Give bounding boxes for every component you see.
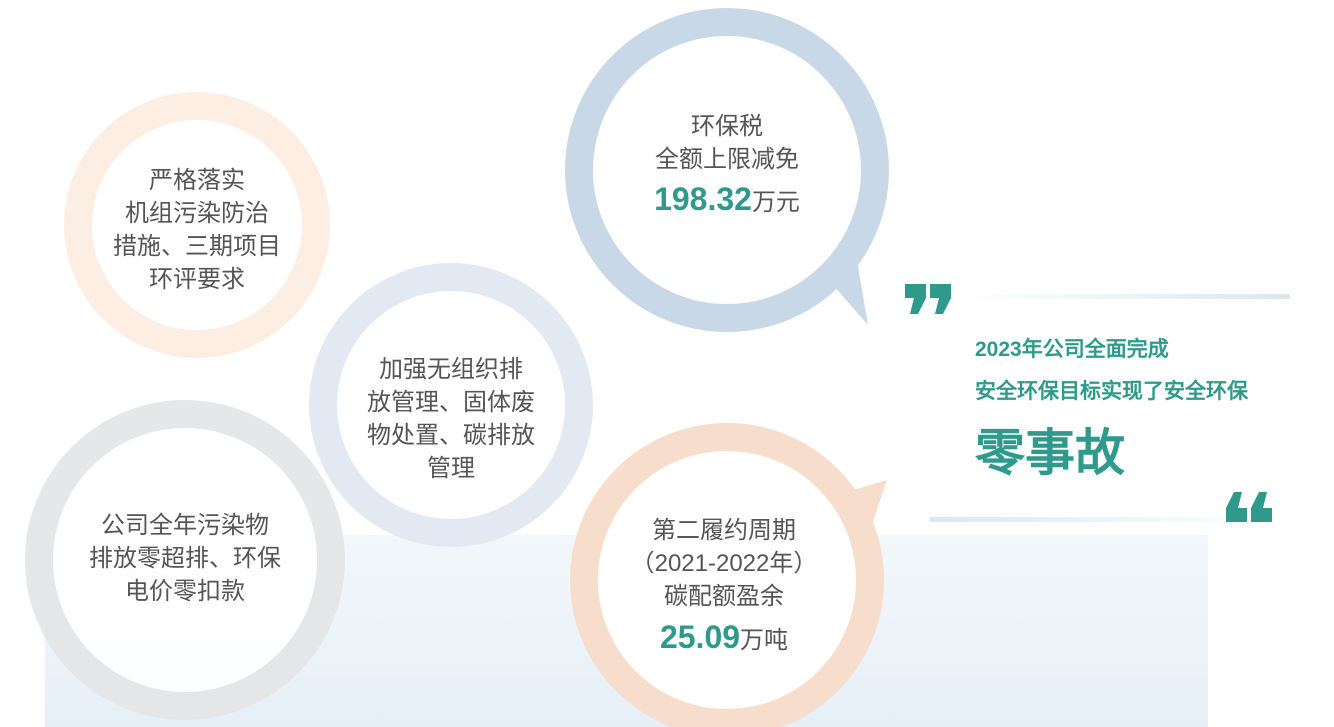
divider: [930, 517, 1270, 522]
figure-unit: 万元: [752, 189, 800, 216]
text-line: 全额上限减免: [655, 146, 799, 173]
text-line: 公司全年污染物: [101, 512, 269, 539]
text-line: 环保税: [691, 113, 763, 140]
text-line: 管理: [427, 455, 475, 482]
text-line: 措施、三期项目: [113, 233, 281, 260]
circle-2-text: 加强无组织排 放管理、固体废 物处置、碳排放 管理: [367, 356, 535, 482]
circle-4-text: 环保税 全额上限减免 198.32万元: [654, 113, 800, 217]
figure: 25.09万吨: [660, 619, 788, 655]
figure-unit: 万吨: [740, 627, 788, 654]
text-line: 物处置、碳排放: [367, 422, 535, 449]
ring: [565, 8, 889, 332]
summary-line: 2023年公司全面完成: [975, 337, 1169, 361]
text-line: 严格落实: [149, 167, 245, 194]
text-line: （2021-2022年）: [631, 550, 818, 577]
text-line: 机组污染防治: [125, 200, 269, 227]
circle-5-text: 第二履约周期 （2021-2022年） 碳配额盈余 25.09万吨: [631, 517, 818, 655]
ring: [570, 423, 884, 727]
quote-close: [1226, 492, 1272, 522]
quote-open: [905, 284, 951, 314]
ring: [25, 400, 345, 720]
text-line: 加强无组织排: [379, 356, 523, 383]
text-line: 环评要求: [149, 266, 245, 293]
figure-value: 198.32: [654, 181, 752, 217]
quote-block: 2023年公司全面完成 安全环保目标实现了安全环保 零事故: [905, 284, 1290, 522]
figure: 198.32万元: [654, 181, 800, 217]
ring: [309, 263, 593, 547]
circle-3-text: 公司全年污染物 排放零超排、环保 电价零扣款: [89, 512, 281, 605]
text-line: 第二履约周期: [652, 517, 796, 544]
text-line: 放管理、固体废: [367, 389, 535, 416]
text-line: 排放零超排、环保: [89, 545, 281, 572]
divider: [955, 294, 1290, 299]
ring: [64, 92, 330, 358]
text-line: 电价零扣款: [125, 578, 245, 605]
circle-1-text: 严格落实 机组污染防治 措施、三期项目 环评要求: [113, 167, 281, 293]
summary-highlight: 零事故: [975, 425, 1125, 481]
figure-value: 25.09: [660, 619, 740, 655]
summary-line: 安全环保目标实现了安全环保: [975, 379, 1249, 403]
text-line: 碳配额盈余: [664, 583, 784, 610]
